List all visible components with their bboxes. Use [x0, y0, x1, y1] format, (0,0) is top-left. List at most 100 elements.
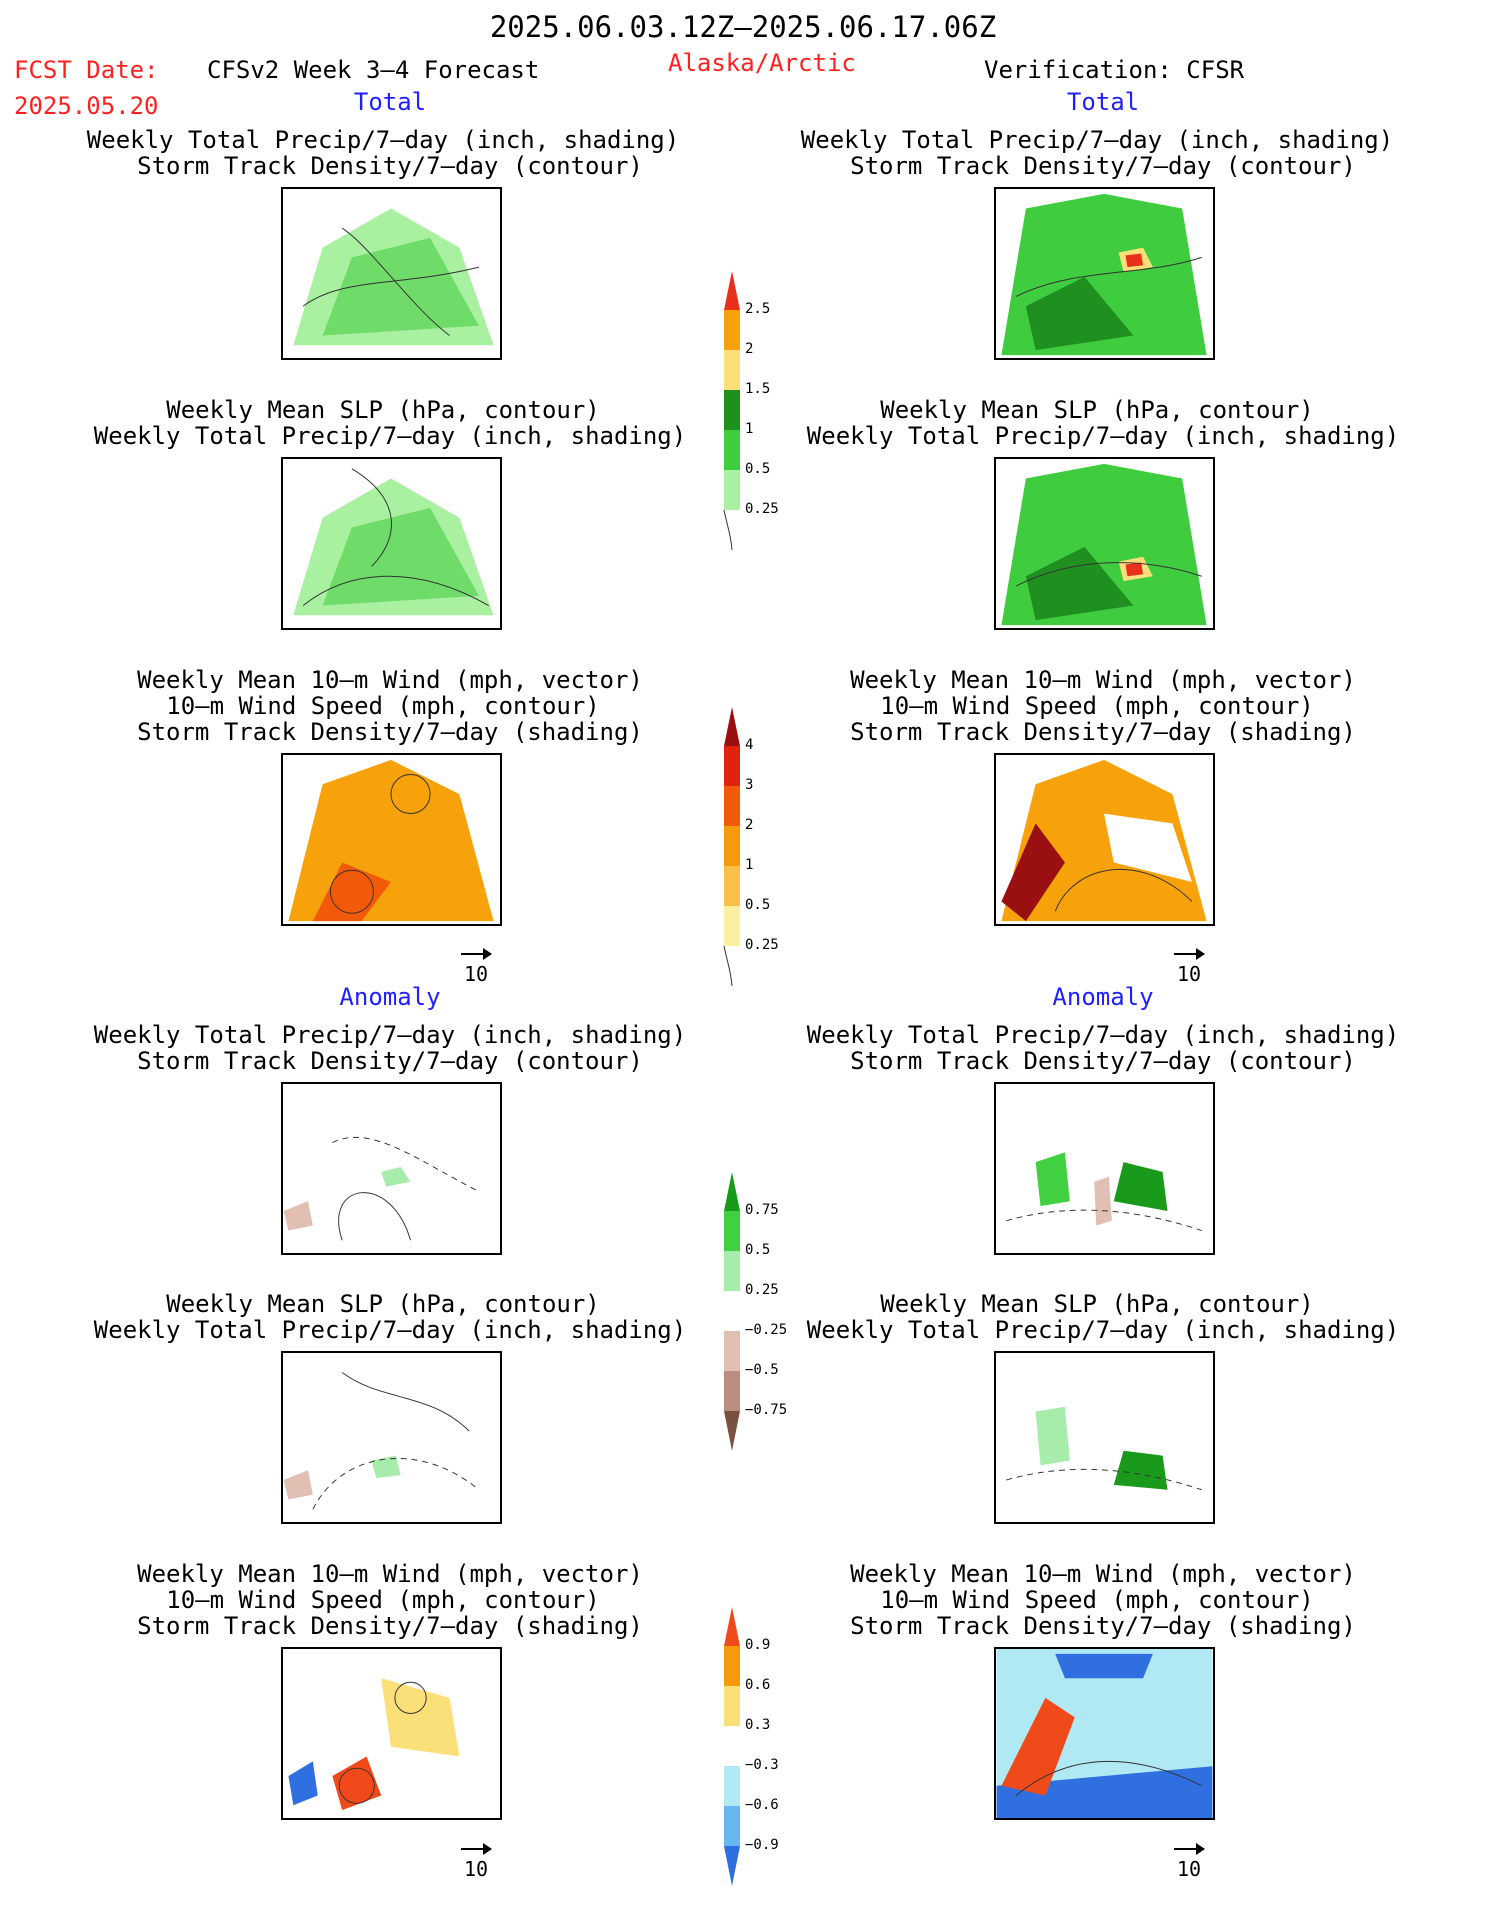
panel-title: Weekly Mean 10–m Wind (mph, vector) [137, 1560, 643, 1588]
panel-title: 10–m Wind Speed (mph, contour) [880, 1586, 1314, 1614]
panel-title: Weekly Total Precip/7–day (inch, shading… [93, 1316, 687, 1344]
panel-title: Weekly Total Precip/7–day (inch, shading… [806, 1316, 1400, 1344]
colorbar-tick-label: 1 [745, 857, 754, 873]
vector-ref-label: 10 [1177, 962, 1202, 986]
colorbar-top-cap [724, 1607, 740, 1646]
map-slp-precip-verification [994, 457, 1215, 630]
colorbar-tick-label: 0.6 [745, 1677, 771, 1693]
colorbar-tail [723, 945, 733, 987]
colorbar-bottom-cap [724, 1411, 740, 1451]
colorbar-tick-label: −0.6 [745, 1797, 779, 1813]
map-wind-std-verification [994, 753, 1215, 926]
verification-label: Verification: CFSR [984, 56, 1245, 84]
colorbar-segment [724, 1806, 740, 1846]
colorbar-segment [724, 310, 740, 350]
colorbar-segment [724, 1686, 740, 1726]
colorbar-segment [724, 826, 740, 866]
colorbar-segment [724, 1251, 740, 1291]
colorbar-segment [724, 786, 740, 826]
panel-title: Storm Track Density/7–day (shading) [137, 718, 643, 746]
map-total-precip-verification [994, 187, 1215, 360]
colorbar-tick-label: −0.75 [745, 1402, 788, 1418]
colorbar-tick-label: −0.9 [745, 1837, 779, 1853]
panel-title: Weekly Total Precip/7–day (inch, shading… [800, 126, 1394, 154]
panel-title: 10–m Wind Speed (mph, contour) [880, 692, 1314, 720]
vector-ref-label: 10 [464, 962, 489, 986]
panel-title: 10–m Wind Speed (mph, contour) [166, 1586, 600, 1614]
colorbar-segment [724, 430, 740, 470]
fcst-date-value: 2025.05.20 [14, 92, 159, 120]
colorbar-segment [724, 1331, 740, 1371]
map-anom-wind-std-forecast [281, 1647, 502, 1820]
panel-title: Weekly Total Precip/7–day (inch, shading… [806, 1021, 1400, 1049]
map-total-precip-forecast [281, 187, 502, 360]
panel-title: Storm Track Density/7–day (shading) [850, 718, 1356, 746]
colorbar-segment [724, 390, 740, 430]
colorbar-tick-label: 0.5 [745, 461, 771, 477]
colorbar-segment [724, 1291, 740, 1331]
colorbar-segment [724, 906, 740, 946]
map-anom-precip-verification [994, 1082, 1215, 1255]
colorbar-tick-label: 0.25 [745, 937, 779, 953]
colorbar-top-cap [724, 707, 740, 746]
colorbar-tail [723, 509, 733, 551]
vector-ref-arrow [461, 1843, 492, 1855]
colorbar-segment [724, 350, 740, 390]
total-header-right: Total [1066, 88, 1140, 116]
panel-title: Weekly Mean 10–m Wind (mph, vector) [850, 666, 1356, 694]
vector-ref-label: 10 [1177, 1857, 1202, 1881]
colorbar-tick-label: 2.5 [745, 301, 771, 317]
vector-ref-label: 10 [464, 1857, 489, 1881]
colorbar-top-cap [724, 271, 740, 310]
panel-title: Storm Track Density/7–day (shading) [137, 1612, 643, 1640]
colorbar-tick-label: 4 [745, 737, 754, 753]
colorbar-tick-label: 0.9 [745, 1637, 771, 1653]
colorbar-tick-label: 1 [745, 421, 754, 437]
anomaly-header-left: Anomaly [339, 983, 441, 1011]
colorbar-tick-label: −0.3 [745, 1757, 779, 1773]
colorbar-segment [724, 866, 740, 906]
colorbar-segment [724, 1766, 740, 1806]
panel-title: Storm Track Density/7–day (contour) [137, 152, 643, 180]
colorbar-tick-label: 1.5 [745, 381, 771, 397]
panel-title: Weekly Mean SLP (hPa, contour) [880, 1290, 1314, 1318]
panel-title: Weekly Mean 10–m Wind (mph, vector) [137, 666, 643, 694]
panel-title: Weekly Total Precip/7–day (inch, shading… [806, 422, 1400, 450]
region-label: Alaska/Arctic [668, 49, 856, 77]
colorbar-tick-label: 2 [745, 341, 754, 357]
map-anom-slp-precip-verification [994, 1351, 1215, 1524]
colorbar-tick-label: 0.75 [745, 1202, 779, 1218]
panel-title: Weekly Mean SLP (hPa, contour) [166, 396, 600, 424]
panel-title: Weekly Mean 10–m Wind (mph, vector) [850, 1560, 1356, 1588]
anomaly-header-right: Anomaly [1052, 983, 1154, 1011]
panel-title: Weekly Total Precip/7–day (inch, shading… [93, 1021, 687, 1049]
map-wind-std-forecast [281, 753, 502, 926]
panel-title: Storm Track Density/7–day (contour) [850, 1047, 1356, 1075]
colorbar-tick-label: −0.5 [745, 1362, 779, 1378]
panel-title: Weekly Total Precip/7–day (inch, shading… [86, 126, 680, 154]
vector-ref-arrow [1174, 948, 1205, 960]
colorbar-segment [724, 746, 740, 786]
panel-title: Weekly Total Precip/7–day (inch, shading… [93, 422, 687, 450]
colorbar-tick-label: 3 [745, 777, 754, 793]
model-label: CFSv2 Week 3–4 Forecast [207, 56, 540, 84]
colorbar-tick-label: 0.25 [745, 501, 779, 517]
colorbar-tick-label: 0.3 [745, 1717, 771, 1733]
colorbar-tick-label: −0.25 [745, 1322, 788, 1338]
colorbar-segment [724, 1726, 740, 1766]
panel-title: Storm Track Density/7–day (shading) [850, 1612, 1356, 1640]
panel-title: Weekly Mean SLP (hPa, contour) [880, 396, 1314, 424]
map-anom-wind-std-verification [994, 1647, 1215, 1820]
colorbar-segment [724, 1371, 740, 1411]
panel-title: Storm Track Density/7–day (contour) [850, 152, 1356, 180]
colorbar-bottom-cap [724, 1846, 740, 1886]
vector-ref-arrow [461, 948, 492, 960]
colorbar-top-cap [724, 1172, 740, 1211]
map-slp-precip-forecast [281, 457, 502, 630]
colorbar-tick-label: 0.25 [745, 1282, 779, 1298]
colorbar-segment [724, 470, 740, 510]
vector-ref-arrow [1174, 1843, 1205, 1855]
colorbar-segment [724, 1646, 740, 1686]
colorbar-segment [724, 1211, 740, 1251]
panel-title: Storm Track Density/7–day (contour) [137, 1047, 643, 1075]
